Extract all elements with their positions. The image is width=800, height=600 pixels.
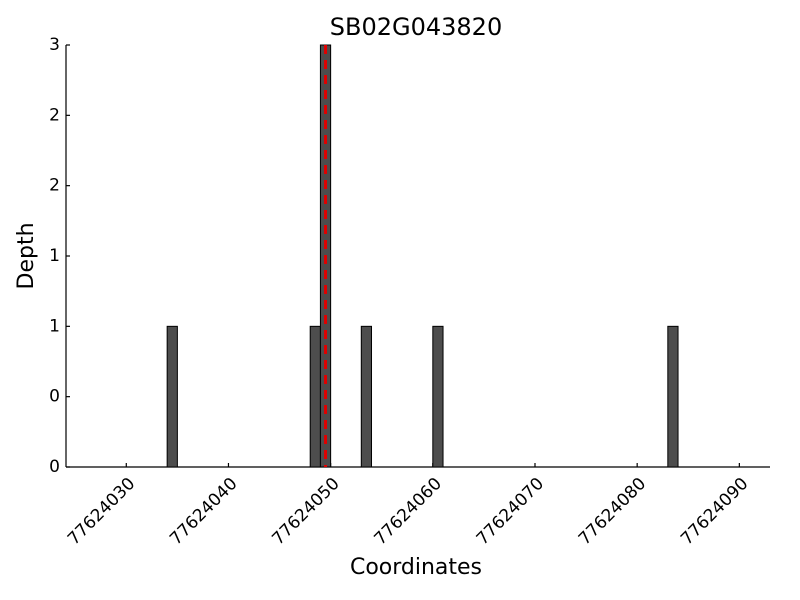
x-tick-label: 77624060	[371, 474, 446, 549]
y-tick-label: 1	[49, 246, 60, 266]
x-tick-label: 77624090	[677, 474, 752, 549]
chart-title: SB02G043820	[330, 13, 502, 41]
y-tick-label: 3	[49, 35, 60, 55]
x-tick-label: 77624070	[473, 474, 548, 549]
y-tick-label: 2	[49, 105, 60, 125]
x-tick-label: 77624050	[268, 474, 343, 549]
x-tick-label: 77624030	[64, 474, 139, 549]
x-axis-label: Coordinates	[350, 555, 482, 580]
bar	[166, 325, 178, 468]
bar	[309, 325, 321, 468]
y-tick-label: 0	[49, 457, 60, 477]
x-tick-label: 77624080	[575, 474, 650, 549]
y-tick-label: 1	[49, 316, 60, 336]
bar	[360, 325, 373, 468]
bar	[432, 325, 444, 468]
bar	[667, 325, 679, 468]
x-tick-label: 77624040	[166, 474, 241, 549]
y-tick-label: 0	[49, 387, 60, 407]
y-axis-label: Depth	[14, 222, 39, 289]
y-tick-label: 2	[49, 176, 60, 196]
